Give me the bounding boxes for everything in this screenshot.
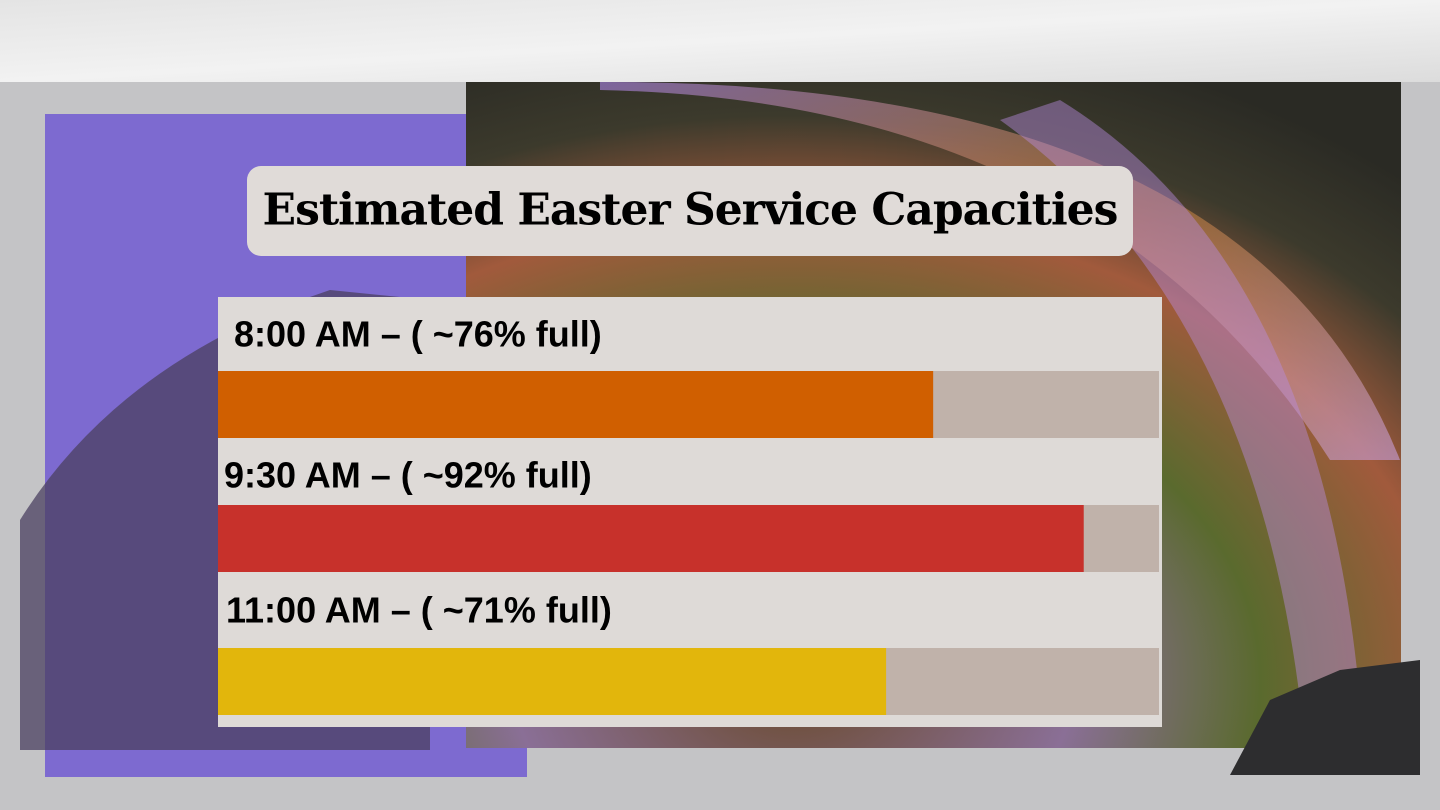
bar-label: 11:00 AM – ( ~71% full) [226,590,612,631]
bar-label: 8:00 AM – ( ~76% full) [234,314,602,355]
bar [218,505,1084,572]
bar [218,371,934,438]
bar-label: 9:30 AM – ( ~92% full) [224,455,592,496]
bar [218,648,887,715]
chart-title: Estimated Easter Service Capacities [263,185,1118,236]
title-box [247,166,1133,256]
